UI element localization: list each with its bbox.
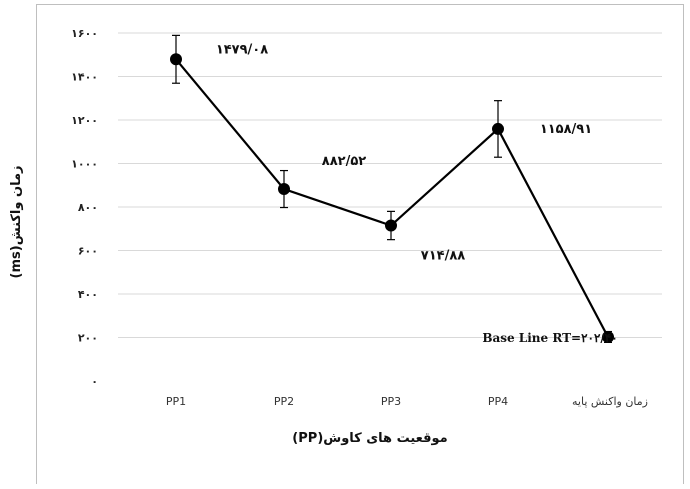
data-point [278,183,290,196]
data-label: ۱۴۷۹/۰۸ [216,42,268,57]
x-tick-labels: PP1 PP2 PP3 PP4 زمان واکنش پایه [166,395,648,408]
y-tick-label: ۱۴۰۰ [71,71,98,84]
x-tick-label: PP3 [381,395,401,408]
error-bars [172,34,612,344]
y-tick-label: ۱۰۰۰ [71,158,98,171]
y-tick-label: ۸۰۰ [78,201,98,214]
data-point [170,53,182,66]
y-axis-label: زمان واکنش(ms) [9,165,24,278]
data-point [385,219,397,232]
x-tick-label: PP1 [166,395,186,408]
gridlines [118,32,662,338]
x-tick-label: PP2 [274,395,294,408]
x-tick-label: PP4 [488,395,508,408]
data-label: Base Line RT=۲۰۲/۴۰ [482,331,617,345]
data-label: ۷۱۴/۸۸ [421,249,465,264]
data-label: ۸۸۲/۵۲ [322,154,366,169]
y-tick-labels: ۰ ۲۰۰ ۴۰۰ ۶۰۰ ۸۰۰ ۱۰۰۰ ۱۲۰۰ ۱۴۰۰ ۱۶۰۰ [71,27,98,388]
data-labels: ۱۴۷۹/۰۸ ۸۸۲/۵۲ ۷۱۴/۸۸ ۱۱۵۸/۹۱ Base Line RT=۲… [216,42,618,345]
series-line [175,58,609,338]
y-tick-label: ۱۶۰۰ [71,27,98,40]
data-points [170,53,614,343]
x-axis-label: موقعیت های کاوش(PP) [292,431,447,446]
chart-frame [36,4,684,484]
y-tick-label: ۰ [91,375,98,388]
data-label: ۱۱۵۸/۹۱ [540,122,592,137]
y-tick-label: ۲۰۰ [78,332,98,345]
data-point [492,122,504,135]
x-tick-label: زمان واکنش پایه [572,395,648,408]
data-point [602,330,614,343]
y-tick-label: ۱۲۰۰ [71,114,98,127]
y-tick-label: ۶۰۰ [78,245,98,258]
y-tick-label: ۴۰۰ [78,288,98,301]
